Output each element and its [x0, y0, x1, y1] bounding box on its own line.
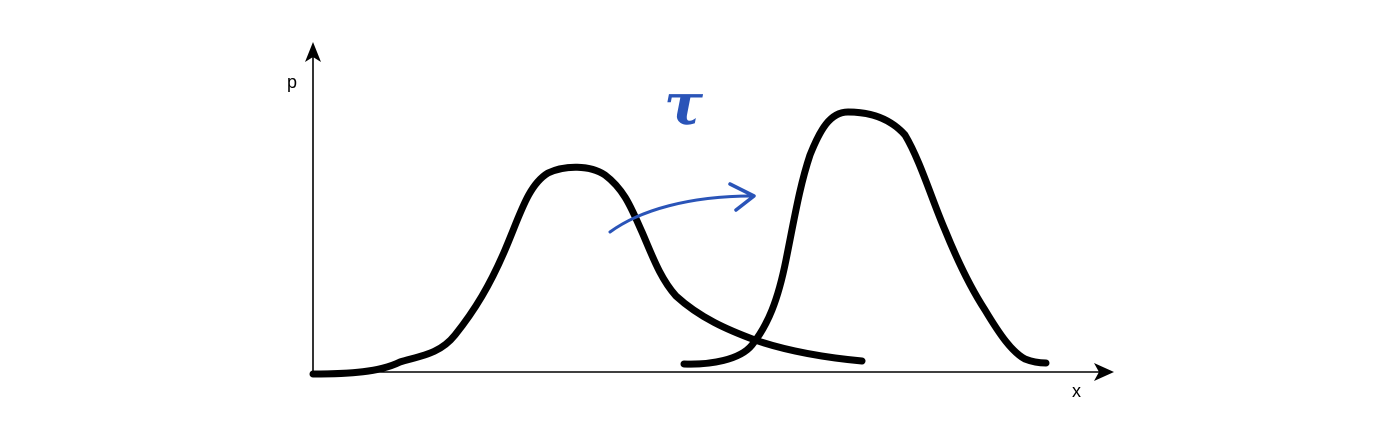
x-axis-arrowhead-icon: [1094, 363, 1114, 381]
arrowhead-icon: [728, 182, 756, 212]
x-axis: [313, 363, 1114, 381]
curved-arrow-icon: [608, 194, 754, 234]
shift-label: τ: [664, 70, 704, 138]
original-distribution-curve: [309, 163, 866, 378]
x-axis-label: x: [1072, 381, 1081, 401]
shifted-distribution-curve: [680, 108, 1050, 368]
y-axis: [305, 42, 321, 376]
y-axis-label: p: [287, 72, 297, 92]
shift-arrow: [608, 182, 756, 234]
y-axis-arrowhead-icon: [305, 42, 321, 62]
